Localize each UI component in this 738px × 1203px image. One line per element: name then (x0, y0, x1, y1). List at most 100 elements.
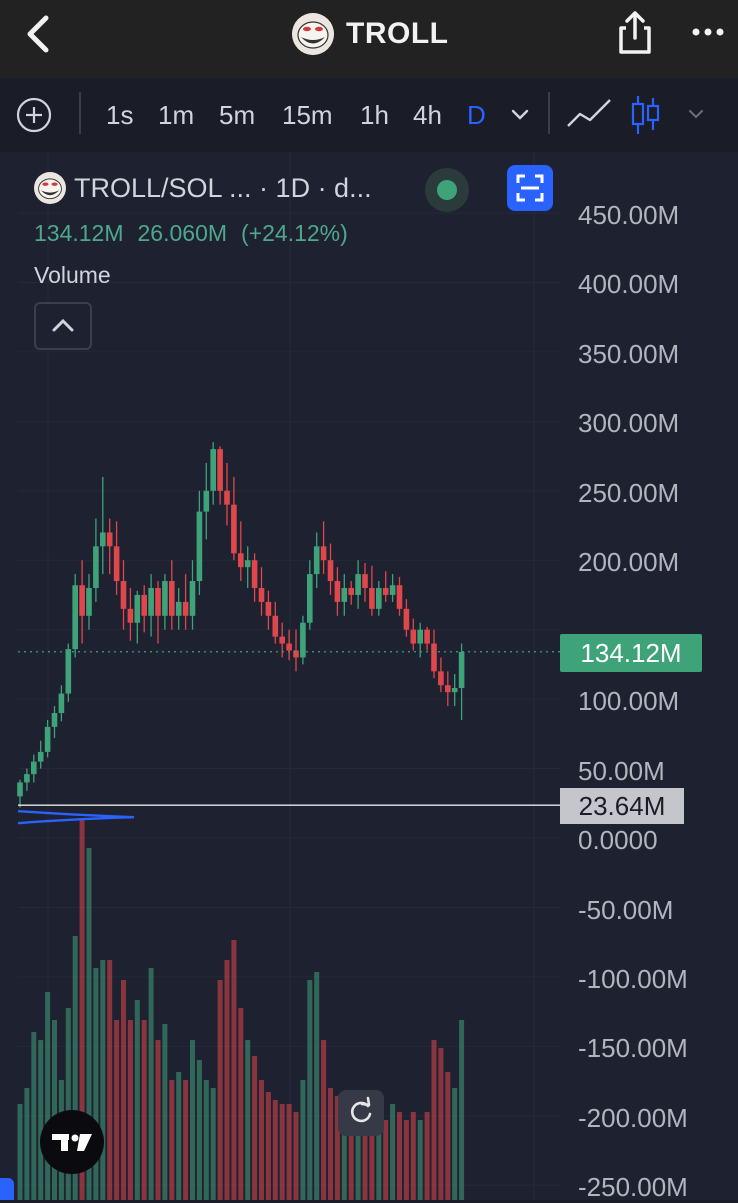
volume-bar (410, 1112, 416, 1200)
ohlc-values: 134.12M 26.060M (+24.12%) (34, 220, 348, 247)
price-axis-label: -50.00M (578, 895, 674, 925)
volume-bar (307, 980, 313, 1200)
toolbar-divider (548, 92, 550, 134)
volume-bar (252, 1056, 258, 1200)
volume-bar (155, 1040, 161, 1200)
candle-body (293, 650, 299, 658)
candle-body (265, 601, 272, 616)
volume-bar (314, 972, 320, 1200)
candle-body (334, 581, 341, 602)
fullscreen-button[interactable] (507, 165, 553, 211)
volume-bar (190, 1040, 195, 1200)
price-change-percent: (+24.12%) (241, 220, 348, 246)
volume-indicator-label[interactable]: Volume (34, 262, 111, 288)
volume-bar (114, 1020, 120, 1200)
timeframe-15m[interactable]: 15m (282, 100, 333, 130)
volume-bar (417, 1120, 423, 1200)
candle-body (182, 601, 189, 616)
candle-body (113, 546, 120, 582)
timeframe-5m[interactable]: 5m (219, 100, 256, 130)
chevron-down-icon[interactable] (686, 105, 706, 123)
tradingview-logo[interactable] (40, 1110, 104, 1174)
price-axis-label: 400.00M (578, 269, 680, 299)
volume-bar (403, 1120, 409, 1200)
volume-bar (169, 1080, 175, 1200)
candle-body (17, 782, 23, 797)
volume-bar (203, 1080, 209, 1200)
candle-body (382, 588, 389, 595)
volume-bar (445, 1072, 451, 1200)
candle-body (238, 553, 244, 568)
volume-bar (293, 1112, 299, 1200)
volume-bar (72, 936, 78, 1200)
candle-body (106, 532, 113, 547)
timeframe-1s[interactable]: 1s (106, 100, 134, 130)
candle-body (286, 643, 292, 651)
price-axis-label: 350.00M (578, 339, 680, 369)
candle-body (65, 649, 72, 694)
price-axis-label: -200.00M (578, 1103, 688, 1133)
timeframe-toolbar (0, 78, 738, 153)
timeframe-d[interactable]: D (467, 100, 486, 130)
chevron-down-icon[interactable] (509, 103, 531, 125)
volume-bar (79, 820, 85, 1200)
candle-body (438, 671, 444, 686)
candle-body (162, 581, 168, 616)
last-price-value: 134.12M (34, 220, 124, 246)
timeframe-4h[interactable]: 4h (413, 100, 442, 130)
volume-bar (390, 1104, 396, 1200)
crosshair-price-tag: 23.64M (560, 788, 684, 824)
candle-body (231, 504, 237, 554)
candle-body (251, 560, 258, 588)
candle-body (31, 761, 37, 775)
volume-bar (107, 960, 113, 1200)
candle-body (169, 581, 175, 616)
candle-body (307, 574, 313, 623)
tradingview-icon (52, 1134, 92, 1151)
candle-body (58, 693, 65, 713)
candlestick-icon[interactable] (630, 94, 662, 136)
volume-bar (183, 1080, 189, 1200)
candle-body (217, 449, 223, 491)
more-horizontal-icon[interactable] (688, 16, 728, 48)
fullscreen-icon (516, 174, 544, 202)
volume-bar (217, 980, 223, 1200)
timeframe-1m[interactable]: 1m (158, 100, 195, 130)
candle-body (72, 585, 78, 650)
candle-body (79, 585, 85, 616)
candlestick-chart[interactable] (0, 152, 738, 1200)
volume-bar (45, 992, 51, 1200)
price-axis-label: 200.00M (578, 547, 680, 577)
candle-body (376, 588, 382, 609)
volume-bar (100, 960, 106, 1200)
candle-body (224, 490, 230, 505)
candle-body (410, 629, 417, 644)
candle-body (196, 511, 203, 582)
add-indicator-icon[interactable] (16, 97, 52, 133)
volume-bar (348, 1120, 354, 1200)
symbol-legend[interactable]: TROLL/SOL ... · 1D · d... (34, 172, 372, 204)
candle-body (93, 546, 99, 588)
price-axis-label: 250.00M (578, 478, 680, 508)
volume-bar (65, 1008, 71, 1200)
candle-body (51, 713, 58, 727)
line-chart-icon[interactable] (566, 96, 612, 132)
chevron-left-icon[interactable] (20, 12, 60, 56)
volume-bar (376, 1104, 382, 1200)
candle-body (355, 574, 361, 595)
candle-body (210, 449, 216, 491)
troll-face-icon (34, 172, 66, 204)
price-axis-label: 450.00M (578, 200, 680, 230)
volume-bar (259, 1080, 264, 1200)
candle-body (403, 608, 410, 630)
candle-body (272, 615, 279, 637)
volume-bar (369, 1112, 375, 1200)
reset-chart-button[interactable] (338, 1090, 384, 1136)
collapse-legend-button[interactable] (34, 302, 92, 350)
candle-body (24, 774, 30, 783)
volume-bar (279, 1104, 285, 1200)
troll-face-icon (292, 13, 334, 55)
share-icon[interactable] (612, 10, 658, 56)
timeframe-1h[interactable]: 1h (360, 100, 389, 130)
reset-icon (350, 1096, 372, 1123)
